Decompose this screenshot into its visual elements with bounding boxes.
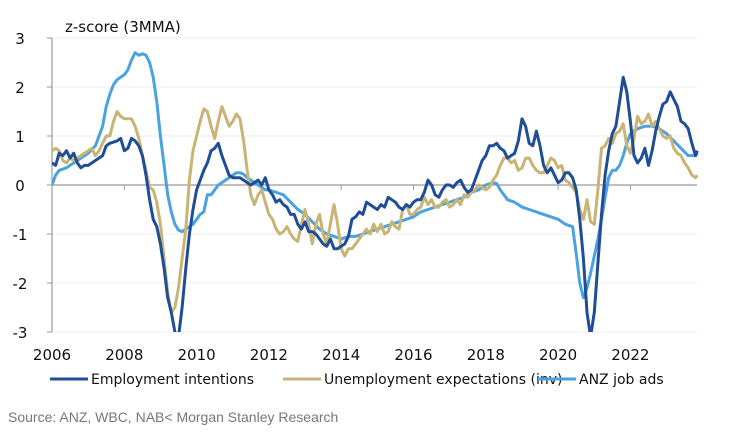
legend-label: Unemployment expectations (inv): [324, 372, 563, 388]
x-tick-label: 2008: [105, 346, 143, 364]
legend-item: Employment intentions: [50, 372, 254, 388]
series-line-employment-intentions: [52, 75, 699, 332]
x-tick-label: 2010: [178, 346, 216, 364]
series-lines: [52, 51, 699, 332]
y-tick-labels: 3 2 1 0 -1 -2 -3: [13, 30, 28, 342]
source-note: Source: ANZ, WBC, NAB< Morgan Stanley Re…: [8, 409, 339, 425]
x-tick-label: 2022: [611, 346, 649, 364]
legend-label: Employment intentions: [91, 372, 254, 388]
x-tick-label: 2018: [467, 346, 505, 364]
x-tick-label: 2020: [539, 346, 577, 364]
y-tick-label: 1: [15, 128, 25, 146]
x-tick-label: 2016: [394, 346, 432, 364]
legend-label: ANZ job ads: [579, 372, 664, 388]
legend-item: Unemployment expectations (inv): [283, 372, 563, 388]
y-tick-label: -2: [13, 275, 28, 293]
y-tick-label: -3: [13, 324, 28, 342]
chart-title: z-score (3MMA): [65, 18, 181, 36]
y-tick-label: 3: [15, 30, 25, 48]
legend-item: ANZ job ads: [538, 372, 664, 388]
x-tick-labels: 2006 2008 2010 2012 2014 2016 2018 2020 2022: [33, 346, 650, 364]
legend: Employment intentions Unemployment expect…: [50, 372, 664, 388]
x-tick-label: 2006: [33, 346, 71, 364]
x-tick-label: 2012: [250, 346, 288, 364]
y-tick-label: -1: [13, 226, 28, 244]
y-tick-label: 2: [15, 79, 25, 97]
x-tick-label: 2014: [322, 346, 360, 364]
y-tick-label: 0: [15, 177, 25, 195]
